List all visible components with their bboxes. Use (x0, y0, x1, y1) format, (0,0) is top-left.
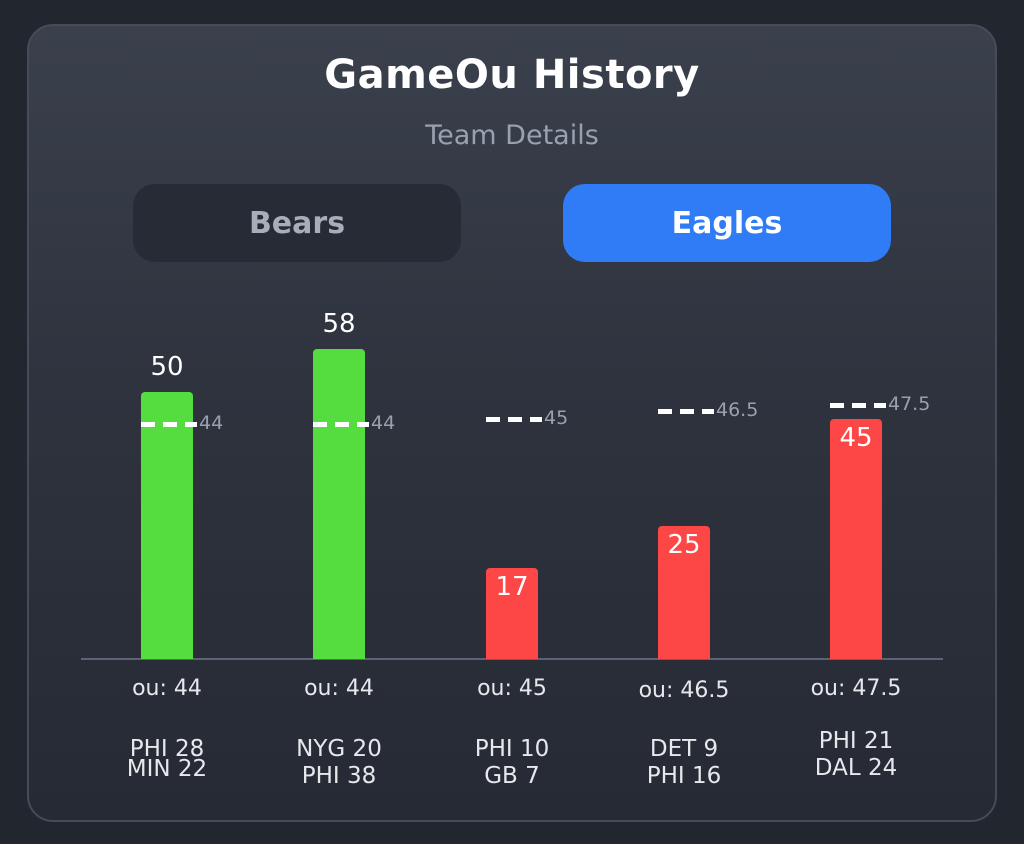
game-score: PHI 10 GB 7 (427, 736, 597, 790)
page-subtitle: Team Details (425, 120, 599, 151)
bar-value-label: 45 (839, 422, 873, 453)
score-line-2: PHI 38 (301, 763, 377, 789)
ou-line-label: 45 (544, 406, 569, 429)
score-line-2: GB 7 (484, 763, 540, 789)
bar-game-1[interactable] (141, 392, 193, 659)
ou-line-label: 44 (199, 412, 224, 435)
ou-line-label: 47.5 (888, 393, 931, 416)
ou-value-text: ou: 45 (477, 676, 547, 701)
bar-value-label: 58 (322, 309, 356, 340)
score-line-2: MIN 22 (126, 756, 208, 782)
ou-line-dashed (658, 408, 714, 414)
page-title: GameOu History (324, 52, 700, 98)
game-score: NYG 20 PHI 38 (254, 736, 424, 790)
ou-line-dashed (486, 416, 542, 422)
bar-value-label: 50 (150, 352, 184, 382)
score-line-2: PHI 16 (646, 763, 722, 789)
score-line-1: PHI 21 (818, 728, 894, 754)
ou-value-text: ou: 46.5 (638, 678, 730, 703)
bar-value-label: 25 (667, 529, 701, 560)
score-line-1: PHI 10 (474, 736, 550, 762)
ou-line-label: 44 (371, 412, 396, 435)
score-line-1: PHI 28 (129, 736, 205, 762)
ou-value-text: ou: 44 (132, 676, 202, 701)
tab-bears[interactable]: Bears (133, 184, 461, 262)
game-score: DET 9 PHI 16 (599, 736, 769, 790)
game-score: PHI 21 DAL 24 (771, 728, 941, 782)
score-line-2: DAL 24 (814, 755, 898, 781)
bar-value-label: 17 (495, 572, 529, 603)
ou-line-dashed (830, 403, 886, 409)
ou-line-dashed (141, 422, 197, 428)
score-line-1: DET 9 (649, 736, 719, 762)
tab-eagles[interactable]: Eagles (563, 184, 891, 262)
bar-game-5[interactable] (830, 418, 882, 659)
chart-baseline (81, 658, 943, 660)
bar-game-4[interactable] (658, 525, 710, 659)
ou-line-dashed (313, 422, 369, 428)
ou-line-label: 46.5 (716, 398, 759, 421)
game-score: PHI 28 MIN 22 (82, 736, 252, 782)
score-line-1: NYG 20 (296, 736, 382, 762)
bar-game-2[interactable] (313, 349, 365, 659)
ou-value-text: ou: 47.5 (810, 676, 902, 701)
bar-game-3[interactable] (486, 568, 538, 659)
ou-value-text: ou: 44 (304, 676, 374, 701)
